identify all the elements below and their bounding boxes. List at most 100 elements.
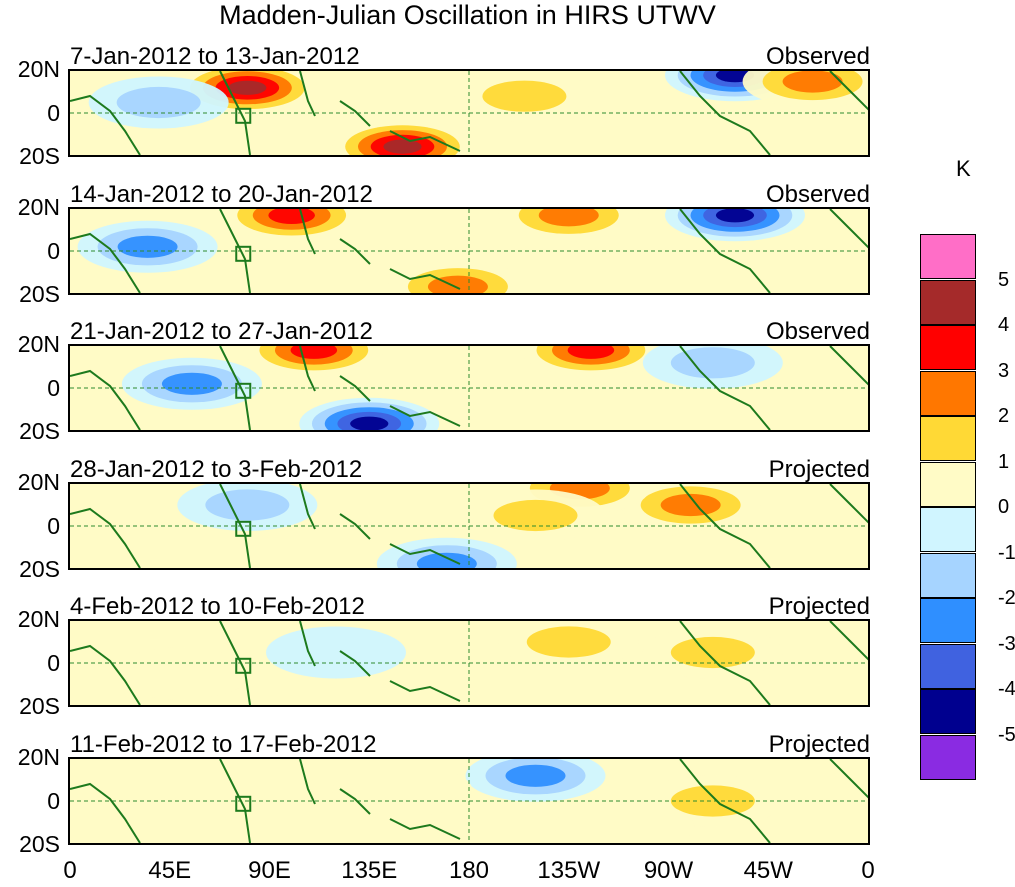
- anomaly-contour: [782, 71, 843, 93]
- anomaly-contour: [117, 235, 178, 258]
- anomaly-contour: [493, 499, 578, 531]
- anomaly-map: [68, 69, 870, 157]
- coastline: [829, 621, 868, 661]
- lat-tick-label: 20S: [19, 280, 60, 307]
- coastline: [389, 542, 461, 565]
- lon-tick-label: 90E: [248, 857, 291, 884]
- colorbar-swatch: [920, 689, 976, 734]
- coastline: [70, 644, 141, 705]
- lat-tick-label: 0: [47, 512, 60, 539]
- coastline: [829, 346, 868, 386]
- region-box-marker: [235, 107, 252, 124]
- colorbar-tick-label: 3: [998, 359, 1010, 382]
- coastline: [389, 680, 461, 702]
- map-panel: 14-Jan-2012 to 20-Jan-2012 Observed 20N 0 20…: [0, 180, 890, 306]
- colorbar-swatch: [920, 416, 976, 461]
- coastline: [70, 782, 141, 843]
- coastline: [339, 375, 371, 402]
- coastline: [679, 758, 771, 843]
- coastline: [219, 71, 251, 155]
- colorbar-swatch: [920, 507, 976, 552]
- panel-kind-label: Observed: [765, 43, 870, 70]
- anomaly-contour: [567, 346, 615, 359]
- map-panel: 28-Jan-2012 to 3-Feb-2012 Projected 20N 0 20…: [0, 455, 890, 581]
- coastline: [299, 208, 316, 254]
- anomaly-contour: [660, 493, 721, 516]
- coastline: [829, 483, 868, 523]
- lon-tick-label: 45W: [743, 857, 793, 884]
- coastline: [70, 369, 141, 430]
- region-box-marker: [235, 795, 252, 812]
- lat-tick-label: 20S: [19, 830, 60, 857]
- anomaly-contour: [482, 80, 567, 112]
- anomaly-contour: [266, 626, 406, 679]
- coastline: [299, 621, 316, 667]
- anomaly-contour: [538, 208, 599, 226]
- map-panel: 4-Feb-2012 to 10-Feb-2012 Projected 20N 0 20…: [0, 593, 890, 718]
- coastline: [679, 71, 771, 155]
- region-box-marker: [235, 520, 252, 537]
- lat-tick-label: 20S: [19, 555, 60, 582]
- coastline: [70, 232, 141, 293]
- coastline: [829, 71, 868, 111]
- panel-period-label: 28-Jan-2012 to 3-Feb-2012: [70, 455, 363, 483]
- coastline: [299, 758, 316, 804]
- lon-tick-label: 135E: [341, 857, 398, 884]
- lat-tick-label: 20S: [19, 418, 60, 444]
- coastline: [299, 346, 316, 392]
- colorbar-tick-label: -1: [998, 541, 1015, 564]
- lat-tick-label: 20N: [17, 468, 60, 495]
- coastline: [679, 483, 771, 568]
- region-box-marker: [235, 657, 252, 674]
- region-box-marker: [235, 245, 252, 262]
- lon-tick-label: 135W: [537, 857, 601, 884]
- coastline: [339, 512, 371, 540]
- panel-period-label: 11-Feb-2012 to 17-Feb-2012: [70, 730, 377, 758]
- lat-tick-label: 20N: [17, 606, 60, 632]
- panel-period-label: 21-Jan-2012 to 27-Jan-2012: [70, 318, 373, 345]
- map-panel: 11-Feb-2012 to 17-Feb-2012 Projected 20N 0 2…: [0, 730, 890, 856]
- colorbar-swatch: [920, 370, 976, 416]
- colorbar-tick-label: 2: [998, 405, 1010, 427]
- colorbar-tick-label: -2: [998, 587, 1015, 609]
- coastline: [70, 94, 141, 155]
- lon-tick-label: 0: [861, 857, 875, 884]
- lat-tick-label: 20N: [17, 193, 60, 220]
- coastline: [299, 71, 316, 117]
- anomaly-contour: [383, 139, 422, 154]
- anomaly-map-svg: [70, 208, 868, 293]
- anomaly-contour: [526, 626, 611, 658]
- coastline: [219, 758, 251, 843]
- colorbar-tick-label: 1: [998, 450, 1010, 473]
- anomaly-contour: [554, 799, 695, 843]
- panel-kind-label: Projected: [768, 455, 870, 483]
- coastline: [339, 650, 371, 677]
- colorbar-tick-label: -3: [998, 632, 1015, 655]
- lat-tick-label: 20N: [17, 56, 60, 82]
- anomaly-map: [68, 481, 870, 570]
- coastline: [829, 208, 868, 248]
- colorbar-swatch: [920, 734, 976, 780]
- anomaly-contour: [505, 764, 566, 787]
- panel-period-label: 4-Feb-2012 to 10-Feb-2012: [70, 593, 365, 620]
- anomaly-map: [68, 756, 870, 845]
- coastline: [299, 483, 316, 529]
- anomaly-contour: [670, 347, 755, 379]
- panel-period-label: 14-Jan-2012 to 20-Jan-2012: [70, 180, 373, 208]
- anomaly-map-svg: [70, 758, 868, 843]
- colorbar-tick-label: 5: [998, 268, 1010, 291]
- colorbar-tick-label: -5: [998, 723, 1015, 746]
- coastline: [389, 817, 461, 840]
- colorbar-swatch: [920, 325, 976, 370]
- lat-tick-label: 0: [47, 375, 60, 401]
- anomaly-map-svg: [70, 483, 868, 568]
- coastline: [679, 346, 771, 430]
- panel-kind-label: Observed: [765, 318, 870, 345]
- lat-tick-label: 0: [47, 100, 60, 126]
- coastline: [70, 507, 141, 568]
- anomaly-map-svg: [70, 71, 868, 155]
- anomaly-map: [68, 619, 870, 707]
- lat-tick-label: 20S: [19, 693, 60, 719]
- anomaly-contour: [110, 647, 251, 700]
- coastline: [829, 758, 868, 798]
